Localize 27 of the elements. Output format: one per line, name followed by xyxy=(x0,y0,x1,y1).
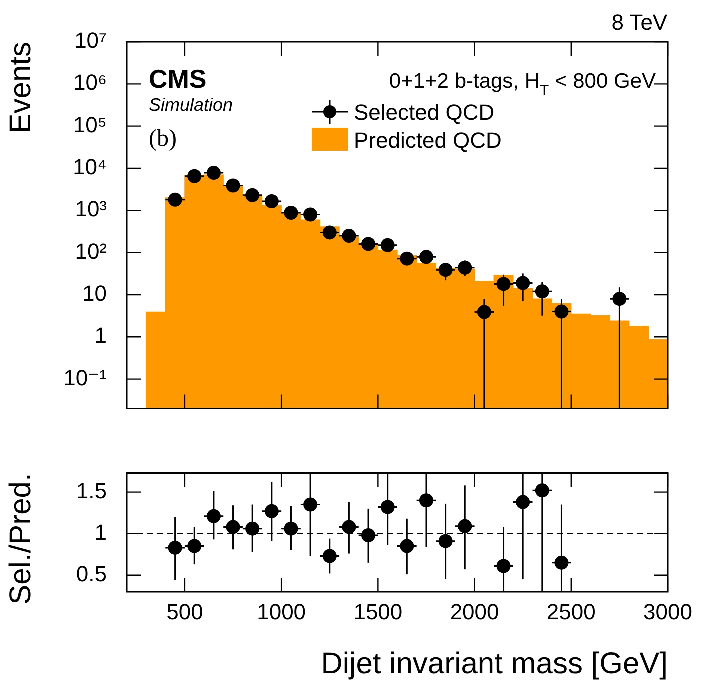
y-tick-label: 10³ xyxy=(75,196,107,222)
x-tick-label: 1000 xyxy=(257,599,306,624)
y-tick-label: 10² xyxy=(75,238,107,264)
y-axis-title: Events xyxy=(4,42,38,134)
annotation: (b) xyxy=(149,126,177,152)
y-tick-label: 10⁶ xyxy=(73,70,107,96)
y-tick-label: 10⁴ xyxy=(73,154,107,180)
y-tick-label: 10⁷ xyxy=(74,28,108,54)
y-axis-title: Sel./Pred. xyxy=(4,473,38,605)
x-tick-label: 500 xyxy=(166,599,204,624)
annotation: CMS xyxy=(149,64,207,94)
y-tick-label: 1 xyxy=(94,520,107,545)
annotation: Simulation xyxy=(149,95,234,115)
x-tick-label: 3000 xyxy=(644,599,692,624)
legend-label: Predicted QCD xyxy=(354,128,502,153)
x-tick-label: 2000 xyxy=(450,599,500,624)
y-tick-label: 1.5 xyxy=(76,478,107,504)
y-tick-label: 10⁵ xyxy=(73,112,107,138)
x-axis-title: Dijet invariant mass [GeV] xyxy=(321,647,668,680)
y-tick-label: 10 xyxy=(82,281,107,306)
legend-label: Selected QCD xyxy=(354,100,495,125)
x-tick-label: 2500 xyxy=(546,599,596,624)
x-tick-label: 1500 xyxy=(354,599,403,624)
y-tick-label: 0.5 xyxy=(76,561,107,586)
chart-title: 8 TeV xyxy=(612,10,668,35)
y-tick-label: 1 xyxy=(94,323,107,348)
y-tick-label: 10⁻¹ xyxy=(64,365,107,390)
